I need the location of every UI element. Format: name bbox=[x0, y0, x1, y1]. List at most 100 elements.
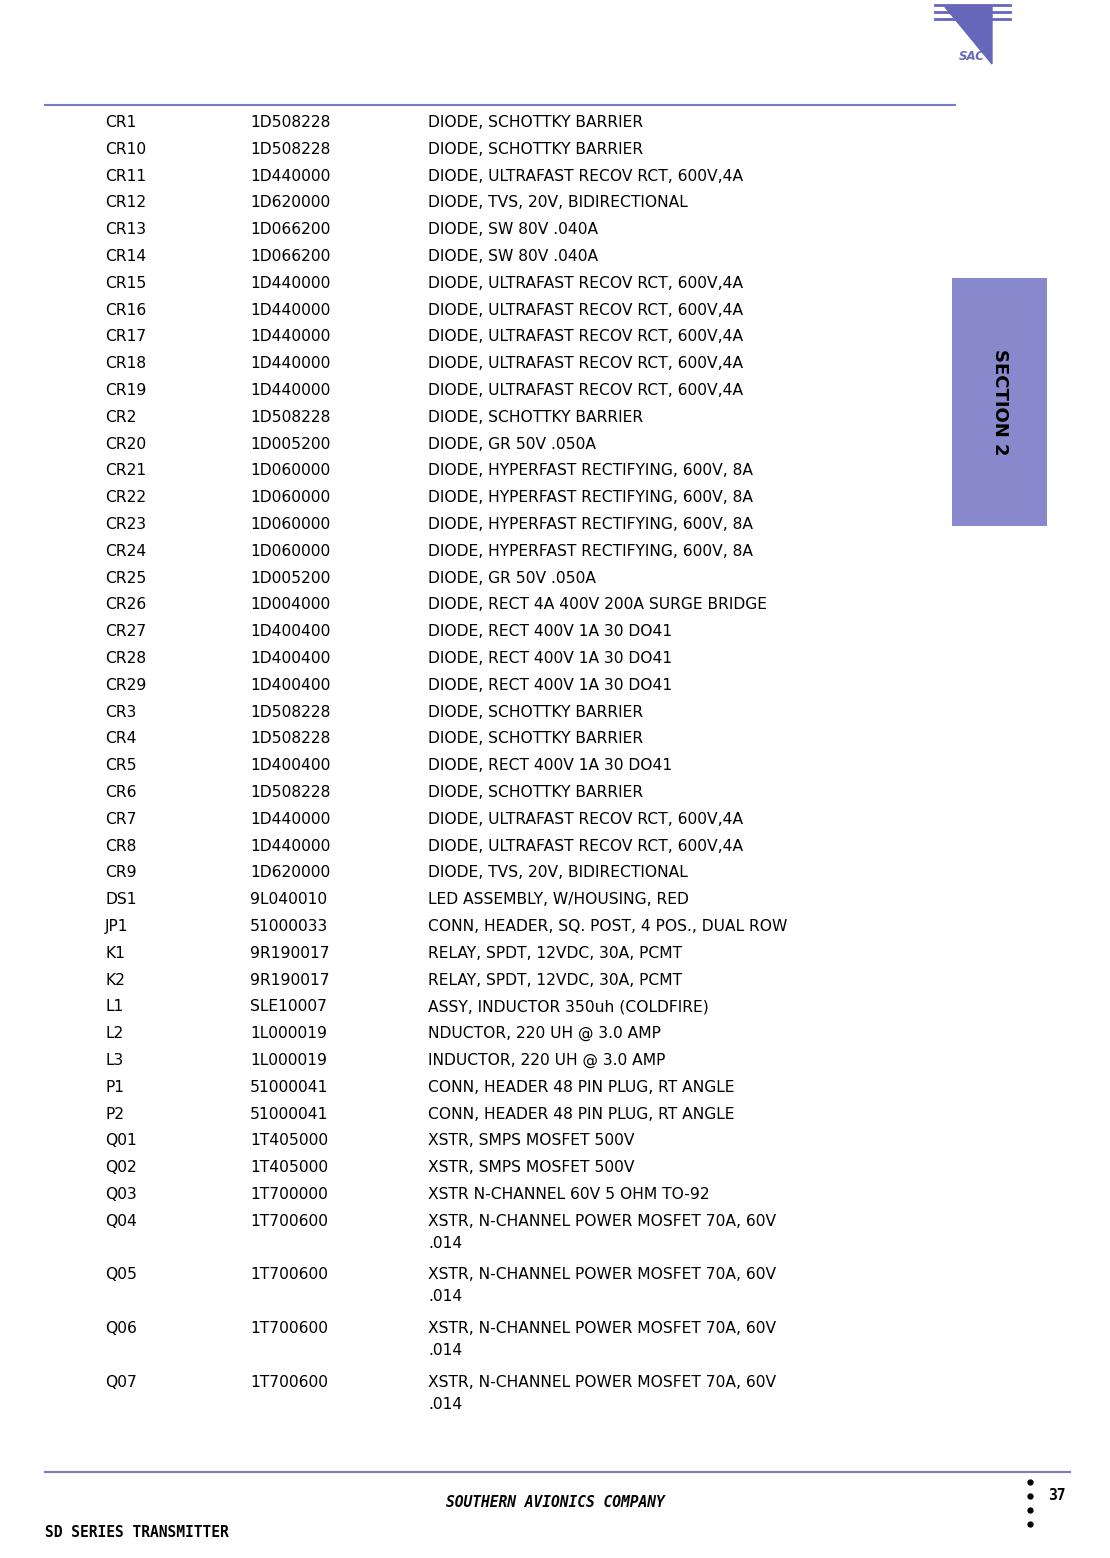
Text: CR20: CR20 bbox=[105, 436, 147, 452]
Text: 37: 37 bbox=[1048, 1488, 1066, 1503]
Text: 1T700600: 1T700600 bbox=[250, 1321, 327, 1337]
Text: 9L040010: 9L040010 bbox=[250, 893, 327, 907]
Text: NDUCTOR, 220 UH @ 3.0 AMP: NDUCTOR, 220 UH @ 3.0 AMP bbox=[428, 1027, 660, 1041]
Text: CR18: CR18 bbox=[105, 357, 147, 371]
Text: XSTR, N-CHANNEL POWER MOSFET 70A, 60V: XSTR, N-CHANNEL POWER MOSFET 70A, 60V bbox=[428, 1374, 776, 1390]
Text: 1T405000: 1T405000 bbox=[250, 1133, 329, 1148]
Text: 1D060000: 1D060000 bbox=[250, 517, 331, 531]
Text: DS1: DS1 bbox=[105, 893, 137, 907]
Text: L2: L2 bbox=[105, 1027, 123, 1041]
Text: CR1: CR1 bbox=[105, 115, 137, 129]
Text: RELAY, SPDT, 12VDC, 30A, PCMT: RELAY, SPDT, 12VDC, 30A, PCMT bbox=[428, 946, 683, 961]
Text: 51000041: 51000041 bbox=[250, 1080, 329, 1095]
Text: 1D060000: 1D060000 bbox=[250, 463, 331, 478]
Text: CR5: CR5 bbox=[105, 759, 137, 773]
Text: DIODE, TVS, 20V, BIDIRECTIONAL: DIODE, TVS, 20V, BIDIRECTIONAL bbox=[428, 195, 688, 210]
Text: 1T405000: 1T405000 bbox=[250, 1161, 329, 1175]
Text: XSTR, N-CHANNEL POWER MOSFET 70A, 60V: XSTR, N-CHANNEL POWER MOSFET 70A, 60V bbox=[428, 1214, 776, 1229]
Text: CR3: CR3 bbox=[105, 704, 137, 720]
Text: 1D508228: 1D508228 bbox=[250, 731, 331, 746]
Text: 1D440000: 1D440000 bbox=[250, 357, 331, 371]
Text: LED ASSEMBLY, W/HOUSING, RED: LED ASSEMBLY, W/HOUSING, RED bbox=[428, 893, 689, 907]
Text: 1D440000: 1D440000 bbox=[250, 329, 331, 344]
Text: 1D508228: 1D508228 bbox=[250, 115, 331, 129]
Text: 51000033: 51000033 bbox=[250, 919, 329, 933]
Text: 9R190017: 9R190017 bbox=[250, 972, 330, 988]
Text: 1T700600: 1T700600 bbox=[250, 1214, 327, 1229]
Text: DIODE, HYPERFAST RECTIFYING, 600V, 8A: DIODE, HYPERFAST RECTIFYING, 600V, 8A bbox=[428, 463, 753, 478]
Text: CR16: CR16 bbox=[105, 302, 147, 318]
Text: .014: .014 bbox=[428, 1396, 462, 1412]
Text: CR8: CR8 bbox=[105, 838, 137, 854]
Text: CR23: CR23 bbox=[105, 517, 147, 531]
Text: CONN, HEADER 48 PIN PLUG, RT ANGLE: CONN, HEADER 48 PIN PLUG, RT ANGLE bbox=[428, 1106, 735, 1122]
Text: 1T700000: 1T700000 bbox=[250, 1187, 327, 1203]
Text: DIODE, ULTRAFAST RECOV RCT, 600V,4A: DIODE, ULTRAFAST RECOV RCT, 600V,4A bbox=[428, 329, 743, 344]
Text: 1D400400: 1D400400 bbox=[250, 759, 331, 773]
Text: Q03: Q03 bbox=[105, 1187, 137, 1203]
Text: DIODE, SCHOTTKY BARRIER: DIODE, SCHOTTKY BARRIER bbox=[428, 785, 643, 799]
Text: Q04: Q04 bbox=[105, 1214, 137, 1229]
Text: Q02: Q02 bbox=[105, 1161, 137, 1175]
Text: 1D508228: 1D508228 bbox=[250, 785, 331, 799]
Text: 1D005200: 1D005200 bbox=[250, 436, 331, 452]
Text: DIODE, HYPERFAST RECTIFYING, 600V, 8A: DIODE, HYPERFAST RECTIFYING, 600V, 8A bbox=[428, 491, 753, 505]
Text: DIODE, SW 80V .040A: DIODE, SW 80V .040A bbox=[428, 249, 598, 263]
Text: CR14: CR14 bbox=[105, 249, 147, 263]
Text: 1T700600: 1T700600 bbox=[250, 1267, 327, 1282]
Text: CR29: CR29 bbox=[105, 678, 147, 693]
Text: DIODE, TVS, 20V, BIDIRECTIONAL: DIODE, TVS, 20V, BIDIRECTIONAL bbox=[428, 865, 688, 880]
Text: L1: L1 bbox=[105, 999, 123, 1014]
Text: CR11: CR11 bbox=[105, 168, 147, 184]
Text: DIODE, SCHOTTKY BARRIER: DIODE, SCHOTTKY BARRIER bbox=[428, 115, 643, 129]
Text: XSTR, N-CHANNEL POWER MOSFET 70A, 60V: XSTR, N-CHANNEL POWER MOSFET 70A, 60V bbox=[428, 1267, 776, 1282]
Text: SAC: SAC bbox=[959, 50, 985, 64]
Text: 1T700600: 1T700600 bbox=[250, 1374, 327, 1390]
Text: CR28: CR28 bbox=[105, 651, 147, 665]
Text: XSTR, N-CHANNEL POWER MOSFET 70A, 60V: XSTR, N-CHANNEL POWER MOSFET 70A, 60V bbox=[428, 1321, 776, 1337]
Text: .014: .014 bbox=[428, 1235, 462, 1251]
Text: SECTION 2: SECTION 2 bbox=[990, 349, 1009, 455]
Polygon shape bbox=[945, 6, 992, 64]
Text: K1: K1 bbox=[105, 946, 125, 961]
Text: CR6: CR6 bbox=[105, 785, 137, 799]
Text: 1L000019: 1L000019 bbox=[250, 1027, 327, 1041]
Text: CR27: CR27 bbox=[105, 625, 147, 639]
Text: CR13: CR13 bbox=[105, 223, 147, 237]
Text: SOUTHERN AVIONICS COMPANY: SOUTHERN AVIONICS COMPANY bbox=[445, 1496, 665, 1510]
Text: CONN, HEADER 48 PIN PLUG, RT ANGLE: CONN, HEADER 48 PIN PLUG, RT ANGLE bbox=[428, 1080, 735, 1095]
Text: CR9: CR9 bbox=[105, 865, 137, 880]
Bar bbox=[952, 277, 1047, 527]
Text: DIODE, SW 80V .040A: DIODE, SW 80V .040A bbox=[428, 223, 598, 237]
Text: CR7: CR7 bbox=[105, 812, 137, 827]
Text: 1D508228: 1D508228 bbox=[250, 142, 331, 157]
Text: .014: .014 bbox=[428, 1290, 462, 1304]
Text: 1D400400: 1D400400 bbox=[250, 651, 331, 665]
Text: 1D620000: 1D620000 bbox=[250, 865, 331, 880]
Text: DIODE, ULTRAFAST RECOV RCT, 600V,4A: DIODE, ULTRAFAST RECOV RCT, 600V,4A bbox=[428, 357, 743, 371]
Text: 1D508228: 1D508228 bbox=[250, 410, 331, 425]
Text: CR15: CR15 bbox=[105, 276, 147, 291]
Text: 51000041: 51000041 bbox=[250, 1106, 329, 1122]
Text: DIODE, SCHOTTKY BARRIER: DIODE, SCHOTTKY BARRIER bbox=[428, 410, 643, 425]
Text: CR10: CR10 bbox=[105, 142, 147, 157]
Text: DIODE, ULTRAFAST RECOV RCT, 600V,4A: DIODE, ULTRAFAST RECOV RCT, 600V,4A bbox=[428, 168, 743, 184]
Text: DIODE, HYPERFAST RECTIFYING, 600V, 8A: DIODE, HYPERFAST RECTIFYING, 600V, 8A bbox=[428, 517, 753, 531]
Text: CR22: CR22 bbox=[105, 491, 147, 505]
Text: 1D060000: 1D060000 bbox=[250, 491, 331, 505]
Text: 1D508228: 1D508228 bbox=[250, 704, 331, 720]
Text: DIODE, HYPERFAST RECTIFYING, 600V, 8A: DIODE, HYPERFAST RECTIFYING, 600V, 8A bbox=[428, 544, 753, 559]
Text: CR4: CR4 bbox=[105, 731, 137, 746]
Text: DIODE, SCHOTTKY BARRIER: DIODE, SCHOTTKY BARRIER bbox=[428, 704, 643, 720]
Text: SD SERIES TRANSMITTER: SD SERIES TRANSMITTER bbox=[46, 1525, 229, 1539]
Text: DIODE, ULTRAFAST RECOV RCT, 600V,4A: DIODE, ULTRAFAST RECOV RCT, 600V,4A bbox=[428, 838, 743, 854]
Text: CONN, HEADER, SQ. POST, 4 POS., DUAL ROW: CONN, HEADER, SQ. POST, 4 POS., DUAL ROW bbox=[428, 919, 787, 933]
Text: DIODE, SCHOTTKY BARRIER: DIODE, SCHOTTKY BARRIER bbox=[428, 142, 643, 157]
Text: DIODE, GR 50V .050A: DIODE, GR 50V .050A bbox=[428, 436, 596, 452]
Text: DIODE, ULTRAFAST RECOV RCT, 600V,4A: DIODE, ULTRAFAST RECOV RCT, 600V,4A bbox=[428, 383, 743, 397]
Text: CR2: CR2 bbox=[105, 410, 137, 425]
Text: 1D004000: 1D004000 bbox=[250, 597, 331, 612]
Text: 1D066200: 1D066200 bbox=[250, 249, 331, 263]
Text: Q07: Q07 bbox=[105, 1374, 137, 1390]
Text: CR21: CR21 bbox=[105, 463, 147, 478]
